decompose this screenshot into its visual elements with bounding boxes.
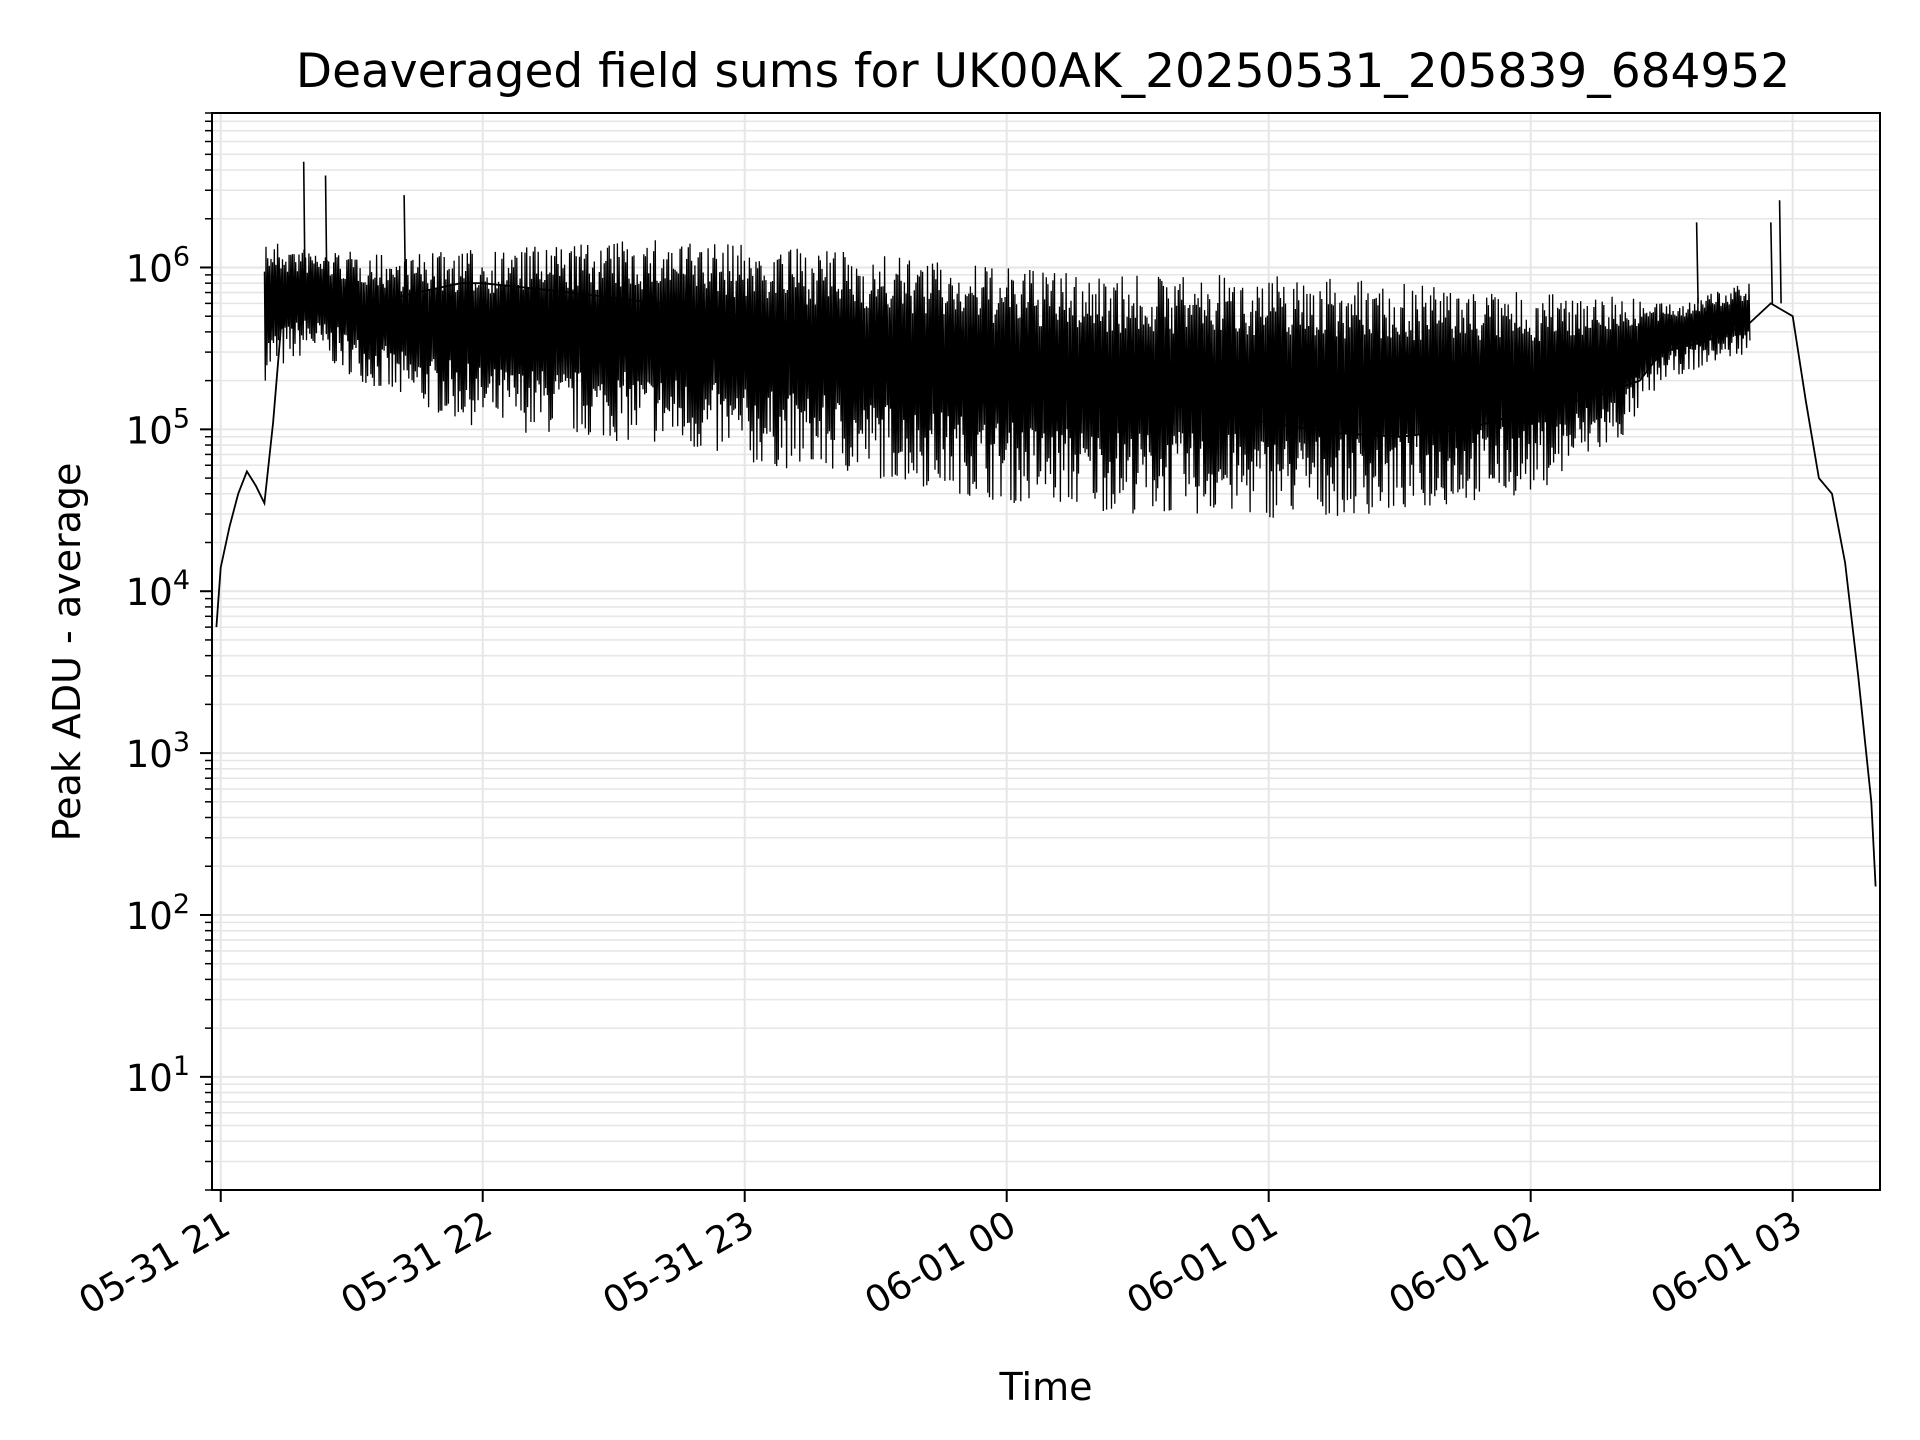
peak-spike	[1695, 222, 1699, 304]
peak-spike	[324, 175, 328, 304]
peak-spike	[302, 161, 306, 304]
series-line	[215, 282, 1877, 887]
y-tick-label: 101	[126, 1051, 190, 1100]
y-tick-label: 104	[126, 565, 190, 614]
y-tick-label: 105	[126, 403, 190, 452]
peak-spike	[403, 195, 407, 304]
series-layer	[215, 161, 1877, 887]
chart-title: Deaveraged field sums for UK00AK_2025053…	[296, 44, 1790, 99]
x-axis-label: Time	[999, 1365, 1093, 1409]
y-axis: 101 102 103 104 105 106	[126, 112, 212, 1191]
y-tick-label: 103	[126, 727, 190, 776]
y-tick-label: 102	[126, 889, 190, 938]
y-tick-label: 106	[126, 241, 190, 290]
peak-spike	[1778, 200, 1782, 304]
y-axis-label: Peak ADU - average	[45, 463, 89, 842]
plot-frame	[211, 112, 1881, 1191]
peak-spike	[1770, 222, 1774, 304]
